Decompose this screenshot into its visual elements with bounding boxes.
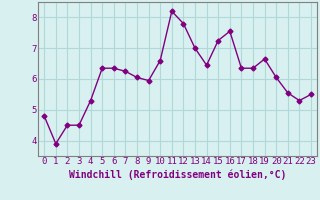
X-axis label: Windchill (Refroidissement éolien,°C): Windchill (Refroidissement éolien,°C) <box>69 169 286 180</box>
